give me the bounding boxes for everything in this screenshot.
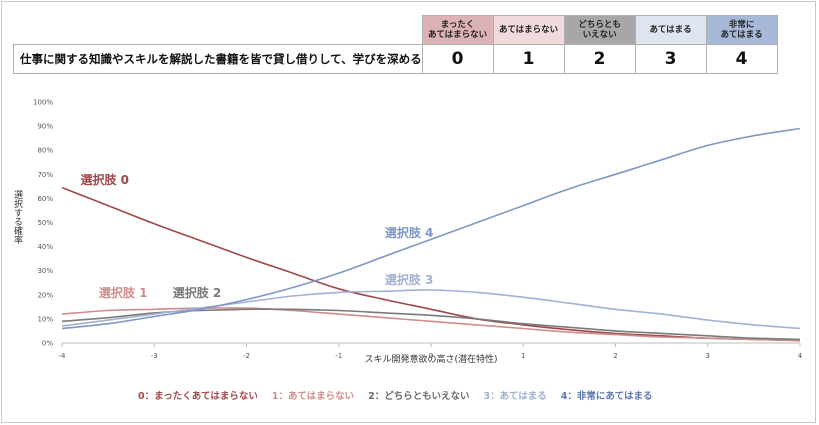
series-line-0 (61, 186, 801, 342)
response-value-1: 1 (492, 44, 565, 74)
response-value-2: 2 (563, 44, 636, 74)
x-tick-label: 0 (429, 352, 433, 360)
x-tick-label: -2 (243, 352, 250, 360)
response-header-label-line: あてはまらない (498, 25, 559, 35)
y-tick-label: 30% (37, 267, 53, 275)
y-tick-label: 60% (37, 195, 53, 203)
y-tick-label: 70% (37, 171, 53, 179)
series-label-1: 選択肢 1 (99, 285, 148, 300)
chart-curve-labels: 選択肢 0 選択肢 1 選択肢 2 選択肢 3 選択肢 4 (80, 172, 433, 300)
response-header-1: あてはまらない (492, 15, 565, 45)
x-tick-label: 4 (798, 352, 803, 360)
series-label-3: 選択肢 3 (385, 272, 434, 287)
response-value-4: 4 (705, 44, 778, 74)
series-line-1 (61, 307, 801, 342)
response-header-label-line: 非常に (728, 20, 755, 30)
series-label-2: 選択肢 2 (173, 285, 222, 300)
response-header-label-line: あてはまる (649, 25, 692, 35)
response-header-4: 非常に あてはまる (705, 15, 778, 45)
x-tick-label: -3 (151, 352, 158, 360)
x-axis-title: スキル開発意欲の高さ(潜在特性) (364, 353, 497, 365)
legend-item-4: 4：非常にあてはまる (561, 390, 653, 402)
legend-item-2: 2：どちらともいえない (368, 390, 469, 402)
y-tick-label: 80% (37, 147, 53, 155)
series-line-4 (61, 127, 801, 330)
y-tick-label: 90% (37, 123, 53, 131)
chart-legend: 0：まったくあてはまらない 1：あてはまらない 2：どちらともいえない 3：あてはまる… (138, 390, 652, 402)
legend-item-0: 0：まったくあてはまらない (138, 390, 258, 402)
y-tick-label: 40% (37, 243, 53, 251)
legend-item-1: 1：あてはまらない (272, 390, 354, 402)
response-value-0: 0 (421, 44, 494, 74)
series-line-3 (61, 289, 801, 330)
question-text: 仕事に関する知識やスキルを解説した書籍を皆で貸し借りして、学びを深める (13, 44, 423, 74)
response-header-label-line: あてはまる (720, 30, 763, 40)
y-tick-label: 0% (42, 340, 53, 348)
series-label-0: 選択肢 0 (80, 172, 129, 187)
response-header-label-line: まったく (440, 20, 475, 30)
x-tick-label: 1 (521, 352, 525, 360)
response-header-label-line: いえない (582, 30, 617, 40)
y-tick-label: 50% (37, 219, 53, 227)
y-tick-label: 10% (37, 315, 53, 323)
response-header-row: まったく あてはまらない あてはまらない どちらとも いえない あてはまる 非常にあ… (14, 15, 778, 45)
legend-item-3: 3：あてはまる (484, 390, 547, 402)
chart-axes: -4 -3 -2 -1 0 1 2 3 40%10%20%30%40%50%60%70%80%9… (12, 99, 803, 366)
x-tick-label: -1 (335, 352, 342, 360)
x-tick-label: -4 (59, 352, 67, 360)
series-label-4: 選択肢 4 (385, 225, 434, 240)
x-tick-label: 2 (613, 352, 617, 360)
response-header-label-line: あてはまらない (427, 30, 488, 40)
y-tick-label: 20% (37, 291, 53, 299)
chart-curves (61, 127, 801, 342)
response-header-2: どちらとも いえない (563, 15, 636, 45)
question-row: 仕事に関する知識やスキルを解説した書籍を皆で貸し借りして、学びを深める 0 1 … (13, 44, 778, 74)
y-tick-label: 100% (33, 99, 53, 107)
response-header-label-line: どちらとも (578, 20, 621, 30)
x-tick-label: 3 (706, 352, 710, 360)
survey-item-table: まったく あてはまらない あてはまらない どちらとも いえない あてはまる 非常にあ… (13, 15, 778, 74)
y-axis-title: 選択する確率 (12, 190, 23, 245)
